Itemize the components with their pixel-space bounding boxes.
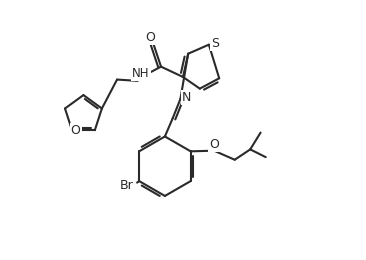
Text: Br: Br xyxy=(120,179,134,192)
Text: O: O xyxy=(71,124,81,137)
Text: O: O xyxy=(209,139,219,152)
Text: O: O xyxy=(146,31,156,44)
Text: NH: NH xyxy=(132,67,150,80)
Text: S: S xyxy=(211,37,219,50)
Text: N: N xyxy=(182,91,191,104)
